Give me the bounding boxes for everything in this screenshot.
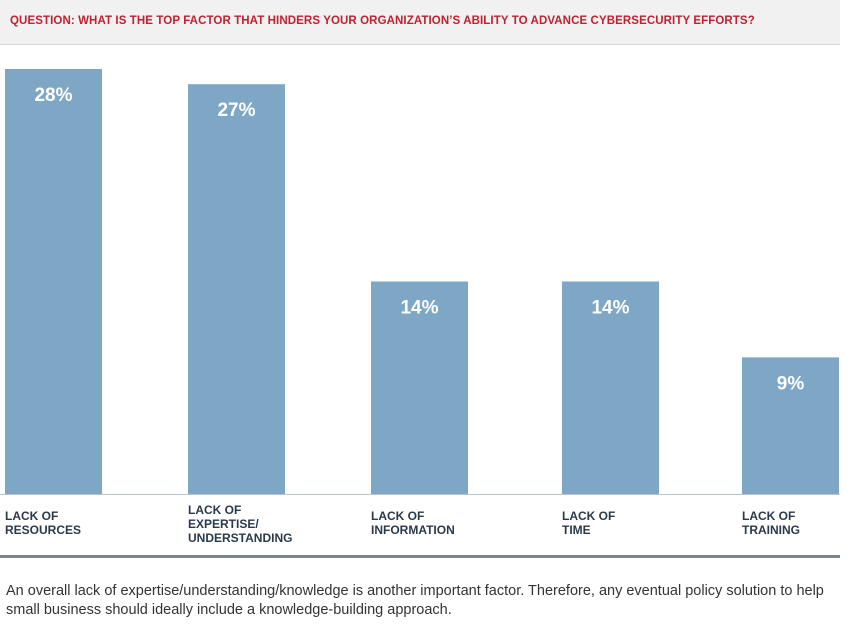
category-label-line: UNDERSTANDING <box>188 531 293 545</box>
bar-2 <box>188 84 285 494</box>
value-label-3: 14% <box>400 298 438 319</box>
category-label-2: LACK OF EXPERTISE/UNDERSTANDING <box>188 503 338 545</box>
bar-chart: 28% 27% 14% 14% 9% LACK OF RESOURCES LACK OF EX… <box>0 44 850 545</box>
bar-1 <box>5 69 102 494</box>
chart-footnote: An overall lack of expertise/understandi… <box>6 583 824 618</box>
category-label-line: LACK OF <box>5 509 59 523</box>
value-label-1: 28% <box>34 85 72 106</box>
category-label-line: RESOURCES <box>5 523 82 537</box>
category-label-1: LACK OF RESOURCES <box>5 509 155 537</box>
bar-3 <box>371 281 468 494</box>
category-label-line: INFORMATION <box>371 523 455 537</box>
bar-4 <box>562 281 659 494</box>
value-label-5: 9% <box>777 373 805 394</box>
bar-5 <box>742 357 839 494</box>
category-label-line: LACK OF <box>742 509 796 523</box>
category-label-line: LACK OF <box>371 509 425 523</box>
category-label-line: EXPERTISE/ <box>188 517 259 531</box>
bottom-divider <box>0 555 840 558</box>
category-label-5: LACK OF TRAINING <box>742 509 850 537</box>
category-label-line: TRAINING <box>742 523 800 537</box>
category-label-line: LACK OF <box>188 503 242 517</box>
category-label-line: LACK OF <box>562 509 616 523</box>
chart-question: QUESTION: WHAT IS THE TOP FACTOR THAT HI… <box>10 15 755 27</box>
category-label-3: LACK OF INFORMATION <box>371 509 521 537</box>
value-label-4: 14% <box>591 298 629 319</box>
value-label-2: 27% <box>217 100 255 121</box>
category-label-4: LACK OF TIME <box>562 509 712 537</box>
category-label-line: TIME <box>562 523 591 537</box>
question-header: QUESTION: WHAT IS THE TOP FACTOR THAT HI… <box>0 0 840 45</box>
chart-svg: 28% 27% 14% 14% 9% <box>0 69 840 495</box>
